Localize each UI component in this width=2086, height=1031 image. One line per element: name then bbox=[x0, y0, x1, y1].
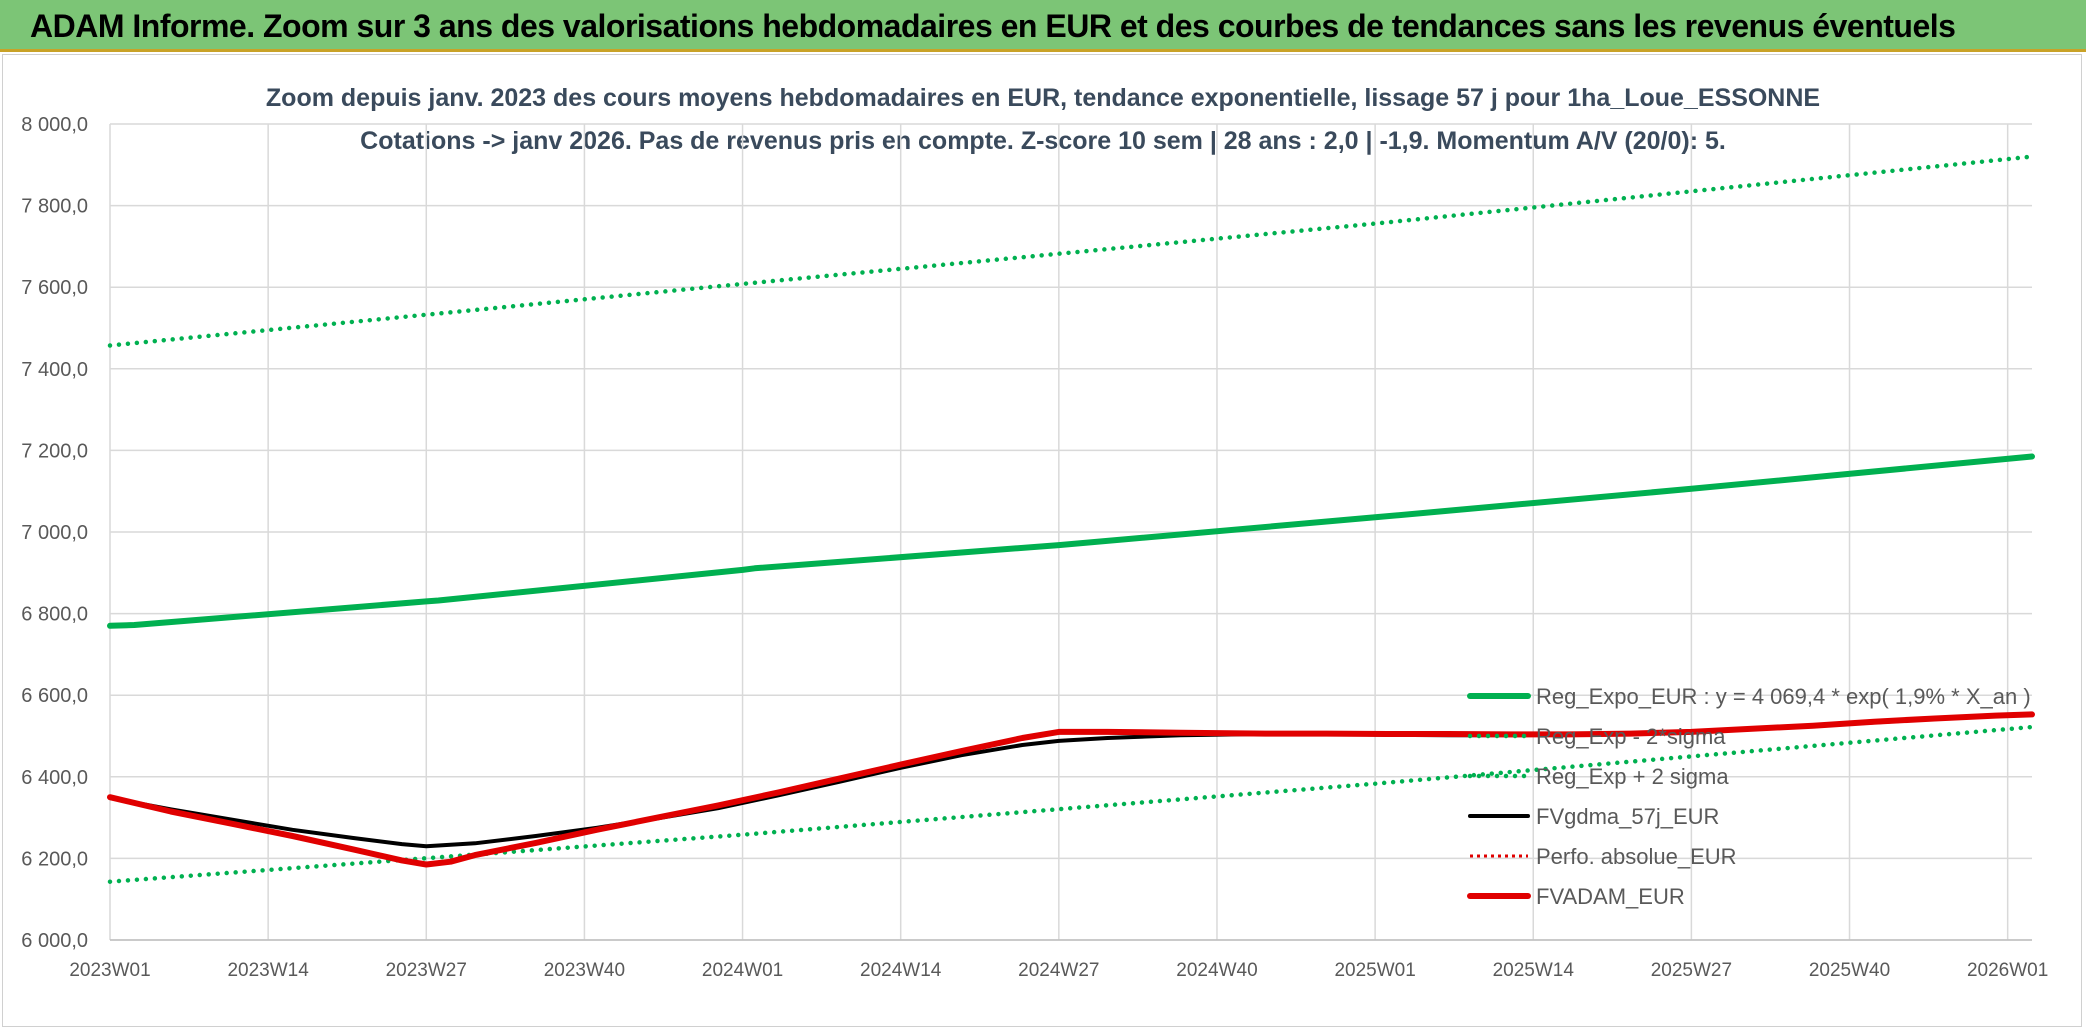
series-line-5 bbox=[107, 711, 2035, 868]
legend-label: FVgdma_57j_EUR bbox=[1536, 804, 1719, 829]
legend-label: FVADAM_EUR bbox=[1536, 884, 1685, 909]
x-tick-label: 2023W27 bbox=[386, 960, 467, 981]
y-tick-label: 6 200,0 bbox=[21, 848, 88, 870]
legend-label: Reg_Expo_EUR : y = 4 069,4 * exp( 1,9% *… bbox=[1536, 684, 2031, 709]
chart-subtitle: Cotations -> janv 2026. Pas de revenus p… bbox=[360, 127, 1726, 155]
x-tick-label: 2024W14 bbox=[860, 960, 942, 981]
y-axis: 6 000,0 6 200,0 6 400,0 6 600,0 6 800,0 7 000… bbox=[21, 114, 88, 952]
series-line-1 bbox=[107, 724, 2035, 884]
gridlines bbox=[109, 123, 2032, 941]
legend-label: Reg_Exp - 2*sigma bbox=[1536, 724, 1726, 749]
x-tick-label: 2025W40 bbox=[1809, 960, 1890, 981]
series-line-0 bbox=[107, 453, 2035, 629]
x-tick-label: 2026W01 bbox=[1967, 960, 2048, 981]
series-line-2 bbox=[107, 154, 2035, 348]
y-tick-label: 6 400,0 bbox=[21, 767, 88, 789]
y-tick-label: 7 000,0 bbox=[21, 522, 88, 544]
x-tick-label: 2025W01 bbox=[1334, 960, 1415, 981]
x-tick-label: 2024W01 bbox=[702, 960, 783, 981]
y-tick-label: 6 800,0 bbox=[21, 604, 88, 626]
x-tick-label: 2024W27 bbox=[1018, 960, 1099, 981]
chart-legend: Reg_Expo_EUR : y = 4 069,4 * exp( 1,9% *… bbox=[1467, 684, 2031, 909]
x-tick-label: 2023W40 bbox=[544, 960, 625, 981]
x-axis: 2023W01 2023W14 2023W27 2023W40 2024W01 2024W… bbox=[69, 939, 2048, 981]
x-tick-label: 2023W01 bbox=[69, 960, 150, 981]
x-tick-label: 2025W14 bbox=[1493, 960, 1575, 981]
y-tick-label: 6 600,0 bbox=[21, 685, 88, 707]
legend-label: Reg_Exp + 2 sigma bbox=[1536, 764, 1729, 789]
legend-label: Perfo. absolue_EUR bbox=[1536, 844, 1737, 869]
y-tick-label: 7 400,0 bbox=[21, 359, 88, 381]
x-tick-label: 2023W14 bbox=[227, 960, 309, 981]
y-tick-label: 6 000,0 bbox=[21, 930, 88, 952]
x-tick-label: 2025W27 bbox=[1651, 960, 1732, 981]
report-banner: ADAM Informe. Zoom sur 3 ans des valoris… bbox=[0, 0, 2086, 52]
report-title: ADAM Informe. Zoom sur 3 ans des valoris… bbox=[30, 8, 1956, 44]
y-tick-label: 7 600,0 bbox=[21, 277, 88, 299]
series-lines bbox=[107, 154, 2035, 884]
x-tick-label: 2024W40 bbox=[1176, 960, 1257, 981]
y-tick-label: 7 800,0 bbox=[21, 196, 88, 218]
chart-title: Zoom depuis janv. 2023 des cours moyens … bbox=[265, 84, 1821, 112]
y-tick-label: 7 200,0 bbox=[21, 440, 88, 462]
y-tick-label: 8 000,0 bbox=[21, 114, 88, 136]
chart-frame bbox=[2, 54, 2082, 1027]
